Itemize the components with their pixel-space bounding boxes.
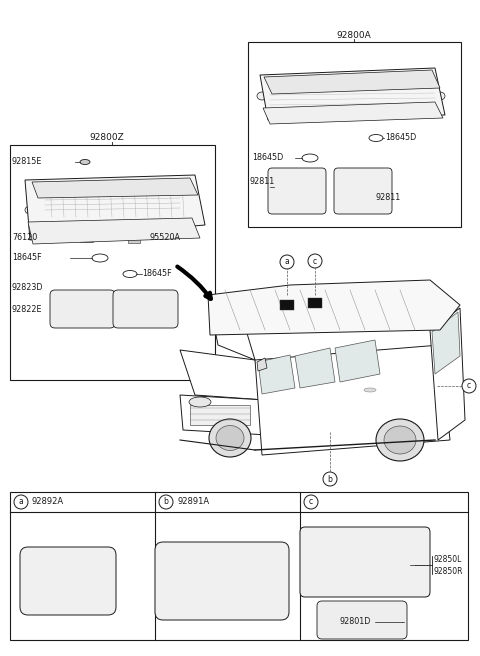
Text: 92892A: 92892A [32, 497, 64, 506]
Ellipse shape [135, 222, 145, 226]
Text: 18645F: 18645F [142, 268, 172, 277]
Bar [118, 183, 133, 193]
Circle shape [280, 255, 294, 269]
Polygon shape [432, 312, 460, 374]
Text: 18645D: 18645D [252, 152, 283, 161]
Circle shape [14, 495, 28, 509]
Polygon shape [335, 340, 380, 382]
FancyBboxPatch shape [215, 556, 267, 608]
Bar [10, 145, 215, 380]
Ellipse shape [75, 224, 85, 228]
Ellipse shape [31, 586, 37, 592]
Polygon shape [208, 280, 460, 335]
Bar [308, 298, 322, 308]
Text: 92811: 92811 [250, 178, 275, 186]
Bar [280, 300, 294, 310]
Text: 95520A: 95520A [150, 232, 181, 241]
Ellipse shape [302, 154, 318, 162]
Ellipse shape [435, 92, 445, 100]
Text: b: b [327, 474, 333, 483]
Ellipse shape [384, 426, 416, 454]
Text: 92822E: 92822E [12, 306, 43, 314]
Polygon shape [180, 395, 268, 435]
Text: 92815E: 92815E [12, 157, 42, 167]
Bar [248, 42, 461, 227]
Ellipse shape [123, 270, 137, 277]
Ellipse shape [257, 92, 267, 100]
FancyBboxPatch shape [31, 558, 103, 606]
Ellipse shape [376, 419, 424, 461]
Bar [95, 182, 113, 194]
Ellipse shape [216, 426, 244, 451]
FancyBboxPatch shape [361, 540, 415, 588]
Ellipse shape [80, 159, 90, 165]
FancyBboxPatch shape [113, 290, 178, 328]
Circle shape [159, 495, 173, 509]
Text: c: c [313, 256, 317, 266]
Text: 18645F: 18645F [12, 253, 42, 262]
Text: 92823D: 92823D [12, 283, 44, 293]
Circle shape [462, 379, 476, 393]
Ellipse shape [364, 388, 376, 392]
FancyBboxPatch shape [155, 542, 289, 620]
FancyBboxPatch shape [20, 547, 116, 615]
FancyBboxPatch shape [268, 168, 326, 214]
FancyBboxPatch shape [269, 86, 350, 110]
Polygon shape [258, 355, 295, 394]
Ellipse shape [25, 206, 35, 214]
Text: 92811: 92811 [375, 192, 400, 201]
Polygon shape [255, 345, 450, 455]
Text: 92850R: 92850R [433, 567, 463, 575]
Bar [128, 234, 140, 243]
Text: c: c [467, 382, 471, 390]
Ellipse shape [185, 206, 195, 214]
Ellipse shape [35, 228, 45, 232]
FancyBboxPatch shape [334, 168, 392, 214]
Ellipse shape [115, 222, 125, 226]
Polygon shape [32, 178, 198, 198]
Text: a: a [285, 258, 289, 266]
Text: 92891A: 92891A [177, 497, 209, 506]
Text: 92850L: 92850L [433, 556, 461, 565]
Ellipse shape [95, 222, 105, 228]
Text: 18645D: 18645D [385, 133, 416, 142]
FancyBboxPatch shape [50, 290, 115, 328]
Ellipse shape [209, 419, 251, 457]
Text: 92800Z: 92800Z [90, 134, 124, 142]
Ellipse shape [189, 397, 211, 407]
Polygon shape [28, 218, 200, 244]
Polygon shape [430, 308, 465, 440]
Bar [190, 405, 250, 425]
Polygon shape [208, 295, 255, 360]
Circle shape [308, 254, 322, 268]
Text: c: c [309, 497, 313, 506]
Text: 92801D: 92801D [340, 617, 372, 626]
FancyBboxPatch shape [317, 601, 407, 639]
Bar [10, 492, 468, 640]
Polygon shape [257, 358, 267, 371]
FancyBboxPatch shape [300, 527, 430, 597]
Polygon shape [260, 68, 445, 120]
Text: b: b [164, 497, 168, 506]
Bar [80, 234, 93, 242]
Ellipse shape [92, 254, 108, 262]
Ellipse shape [55, 226, 65, 230]
Circle shape [323, 472, 337, 486]
FancyBboxPatch shape [167, 556, 219, 608]
Polygon shape [263, 102, 443, 124]
Polygon shape [25, 175, 205, 240]
Ellipse shape [369, 134, 383, 142]
FancyBboxPatch shape [309, 540, 363, 588]
Polygon shape [180, 350, 265, 400]
Polygon shape [295, 348, 335, 388]
Text: a: a [19, 497, 24, 506]
Circle shape [304, 495, 318, 509]
Text: 92800A: 92800A [336, 30, 372, 39]
Polygon shape [264, 70, 440, 94]
FancyBboxPatch shape [350, 86, 436, 110]
Text: 76120: 76120 [12, 232, 37, 241]
